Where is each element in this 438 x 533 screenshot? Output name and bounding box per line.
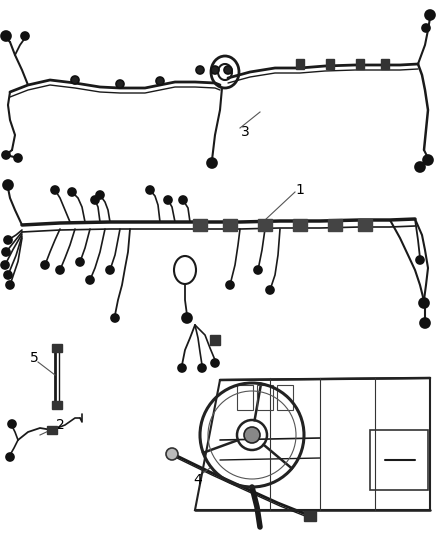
Bar xyxy=(52,344,62,352)
Circle shape xyxy=(8,420,16,428)
Text: 4: 4 xyxy=(194,473,202,487)
Circle shape xyxy=(254,266,262,274)
Circle shape xyxy=(211,66,219,74)
Circle shape xyxy=(41,261,49,269)
Circle shape xyxy=(1,31,11,41)
Circle shape xyxy=(423,155,433,165)
Circle shape xyxy=(164,196,172,204)
Bar xyxy=(356,59,364,69)
Circle shape xyxy=(156,77,164,85)
Bar xyxy=(358,219,372,231)
Bar xyxy=(258,219,272,231)
Text: 3: 3 xyxy=(240,125,249,139)
Circle shape xyxy=(21,32,29,40)
Bar xyxy=(47,426,57,434)
Circle shape xyxy=(419,298,429,308)
Circle shape xyxy=(266,286,274,294)
Bar xyxy=(210,335,220,345)
Circle shape xyxy=(86,276,94,284)
Circle shape xyxy=(6,281,14,289)
Bar xyxy=(328,219,342,231)
Circle shape xyxy=(226,281,234,289)
Circle shape xyxy=(6,453,14,461)
Circle shape xyxy=(116,80,124,88)
Text: 1: 1 xyxy=(296,183,304,197)
Circle shape xyxy=(111,314,119,322)
Circle shape xyxy=(2,248,10,256)
Bar xyxy=(296,59,304,69)
Bar xyxy=(223,219,237,231)
Bar xyxy=(193,219,207,231)
Circle shape xyxy=(415,162,425,172)
Circle shape xyxy=(196,66,204,74)
Circle shape xyxy=(4,271,12,279)
Circle shape xyxy=(2,151,10,159)
Bar xyxy=(381,59,389,69)
Bar xyxy=(52,401,62,409)
Bar xyxy=(304,511,316,521)
Circle shape xyxy=(68,188,76,196)
Circle shape xyxy=(91,196,99,204)
Bar xyxy=(257,385,273,410)
Bar xyxy=(370,430,428,490)
Circle shape xyxy=(420,318,430,328)
Circle shape xyxy=(179,196,187,204)
Circle shape xyxy=(76,258,84,266)
Bar xyxy=(237,385,253,410)
Text: 2: 2 xyxy=(56,418,64,432)
Circle shape xyxy=(1,261,9,269)
Circle shape xyxy=(178,364,186,372)
Circle shape xyxy=(4,236,12,244)
Circle shape xyxy=(51,186,59,194)
Circle shape xyxy=(71,76,79,84)
Circle shape xyxy=(146,186,154,194)
Circle shape xyxy=(198,364,206,372)
Circle shape xyxy=(425,10,435,20)
Circle shape xyxy=(422,24,430,32)
Circle shape xyxy=(207,158,217,168)
Circle shape xyxy=(244,427,260,443)
Circle shape xyxy=(224,66,232,74)
Circle shape xyxy=(416,256,424,264)
Circle shape xyxy=(182,313,192,323)
Circle shape xyxy=(3,180,13,190)
Circle shape xyxy=(106,266,114,274)
Circle shape xyxy=(56,266,64,274)
Circle shape xyxy=(14,154,22,162)
Text: 5: 5 xyxy=(30,351,39,365)
Bar xyxy=(277,385,293,410)
Circle shape xyxy=(166,448,178,460)
Bar xyxy=(326,59,334,69)
Bar xyxy=(293,219,307,231)
Circle shape xyxy=(211,359,219,367)
Circle shape xyxy=(96,191,104,199)
